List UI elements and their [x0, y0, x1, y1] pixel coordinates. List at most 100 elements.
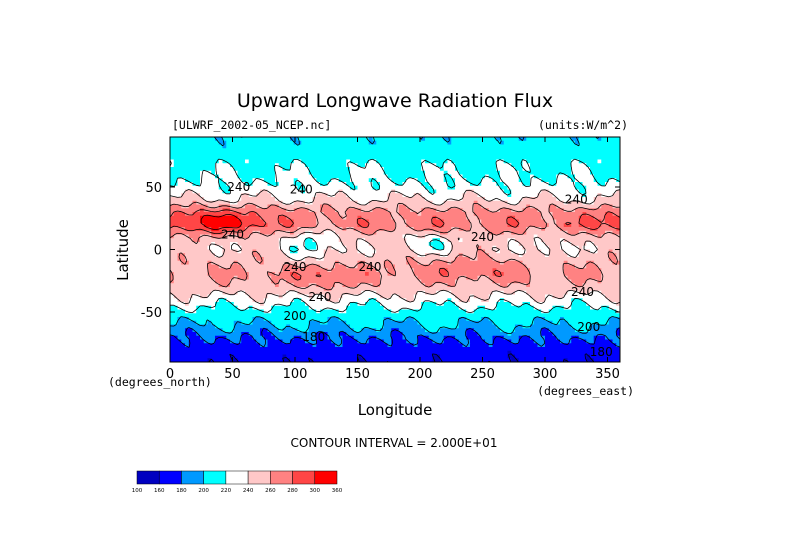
field-cell — [342, 212, 347, 217]
field-cell — [567, 223, 572, 228]
field-cell — [226, 234, 231, 239]
field-cell — [316, 287, 321, 292]
field-cell — [586, 200, 591, 205]
field-cell — [432, 212, 437, 217]
field-cell — [376, 140, 381, 145]
field-cell — [192, 163, 197, 168]
field-cell — [406, 223, 411, 228]
field-cell — [428, 193, 433, 198]
field-cell — [286, 137, 291, 142]
field-cell — [537, 215, 542, 220]
field-cell — [507, 234, 512, 239]
field-cell — [586, 178, 591, 183]
field-cell — [605, 197, 610, 202]
field-cell — [350, 253, 355, 258]
field-cell — [556, 189, 561, 194]
field-cell — [170, 249, 175, 254]
field-cell — [368, 275, 373, 280]
field-cell — [230, 219, 235, 224]
field-cell — [383, 212, 388, 217]
field-cell — [417, 268, 422, 273]
field-cell — [601, 208, 606, 213]
field-cell — [417, 155, 422, 160]
field-cell — [245, 223, 250, 228]
field-cell — [481, 208, 486, 213]
field-cell — [226, 279, 231, 284]
field-cell — [425, 287, 430, 292]
field-cell — [473, 212, 478, 217]
field-cell — [207, 279, 212, 284]
field-cell — [590, 178, 595, 183]
field-cell — [263, 189, 268, 194]
field-cell — [601, 148, 606, 153]
field-cell — [290, 178, 295, 183]
field-cell — [417, 264, 422, 269]
field-cell — [481, 163, 486, 168]
field-cell — [398, 215, 403, 220]
field-cell — [357, 189, 362, 194]
field-cell — [485, 215, 490, 220]
field-cell — [548, 189, 553, 194]
field-cell — [608, 167, 613, 172]
field-cell — [597, 200, 602, 205]
field-cell — [323, 242, 328, 247]
field-cell — [263, 223, 268, 228]
field-cell — [590, 163, 595, 168]
field-cell — [297, 260, 302, 265]
field-cell — [361, 257, 366, 262]
field-cell — [590, 155, 595, 160]
field-cell — [320, 185, 325, 190]
field-cell — [203, 159, 208, 164]
field-cell — [368, 223, 373, 228]
field-cell — [571, 238, 576, 243]
field-cell — [185, 170, 190, 175]
field-cell — [267, 137, 272, 142]
field-cell — [545, 137, 550, 142]
field-cell — [290, 279, 295, 284]
field-cell — [552, 144, 557, 149]
field-cell — [496, 174, 501, 179]
field-cell — [571, 189, 576, 194]
field-cell — [590, 253, 595, 258]
field-cell — [560, 223, 565, 228]
field-cell — [451, 230, 456, 235]
field-cell — [601, 234, 606, 239]
field-cell — [215, 208, 220, 213]
field-cell — [327, 140, 332, 145]
field-cell — [395, 223, 400, 228]
field-cell — [560, 174, 565, 179]
field-cell — [571, 178, 576, 183]
field-cell — [616, 200, 620, 205]
field-cell — [196, 234, 201, 239]
field-cell — [181, 208, 186, 213]
field-cell — [522, 140, 527, 145]
field-cell — [488, 257, 493, 262]
field-cell — [387, 137, 392, 142]
field-cell — [436, 185, 441, 190]
field-cell — [188, 178, 193, 183]
field-cell — [237, 193, 242, 198]
field-cell — [545, 275, 550, 280]
field-cell — [511, 234, 516, 239]
field-cell — [541, 227, 546, 232]
field-cell — [522, 155, 527, 160]
field-cell — [353, 170, 358, 175]
field-cell — [376, 215, 381, 220]
field-cell — [271, 290, 276, 295]
field-cell — [350, 234, 355, 239]
field-cell — [260, 140, 265, 145]
field-cell — [245, 174, 250, 179]
field-cell — [207, 159, 212, 164]
field-cell — [383, 219, 388, 224]
field-cell — [395, 167, 400, 172]
field-cell — [320, 230, 325, 235]
field-cell — [376, 253, 381, 258]
field-cell — [200, 159, 205, 164]
field-cell — [575, 283, 580, 288]
field-cell — [503, 249, 508, 254]
field-cell — [335, 170, 340, 175]
field-cell — [503, 178, 508, 183]
field-cell — [522, 268, 527, 273]
field-cell — [590, 234, 595, 239]
field-cell — [395, 260, 400, 265]
